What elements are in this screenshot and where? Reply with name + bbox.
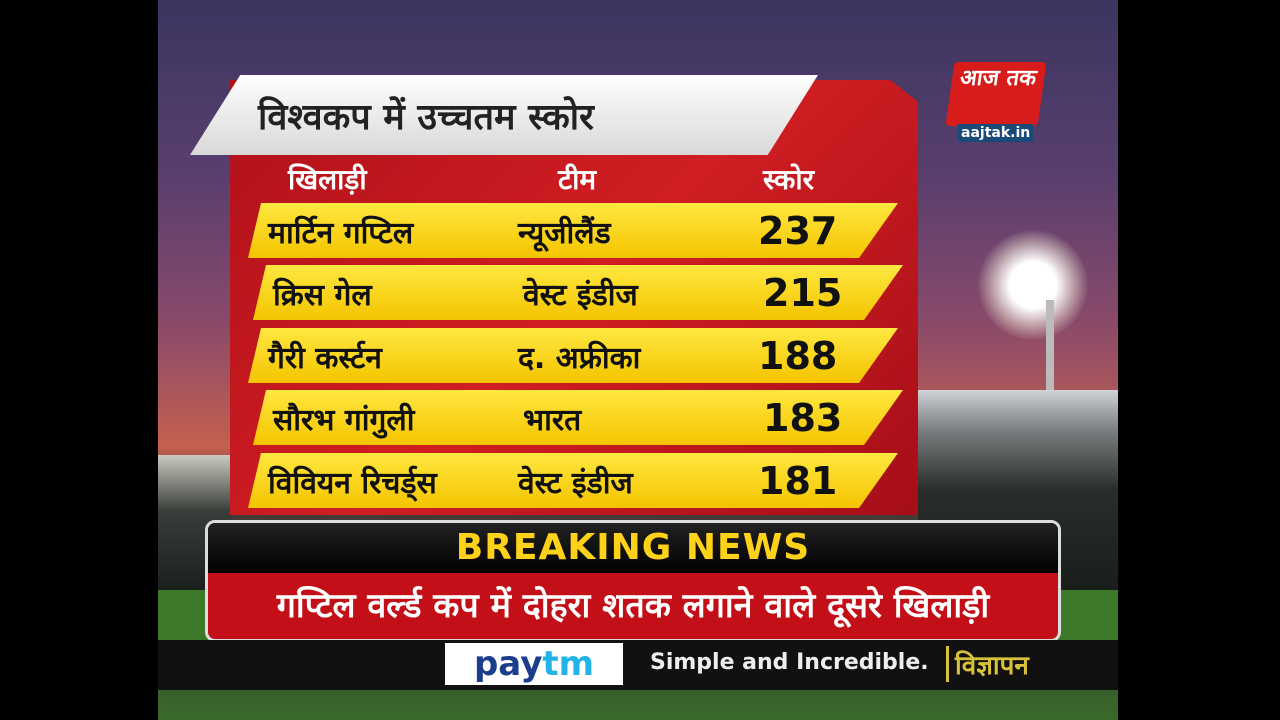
ad-tagline: Simple and Incredible. (650, 650, 929, 675)
score-value: 181 (758, 459, 838, 503)
player-name: गैरी कर्स्टन (268, 341, 382, 376)
paytm-logo: paytm (445, 643, 623, 685)
team-name: वेस्ट इंडीज (523, 278, 638, 313)
score-value: 237 (758, 209, 838, 253)
player-name: क्रिस गेल (273, 278, 372, 313)
header-team: टीम (558, 163, 597, 196)
player-name: सौरभ गांगुली (273, 403, 415, 438)
team-name: न्यूजीलैंड (518, 216, 611, 251)
ad-label: विज्ञापन (946, 646, 1029, 682)
paytm-logo-text: pay (473, 644, 543, 684)
header-score: स्कोर (763, 163, 815, 196)
table-row: सौरभ गांगुली भारत 183 (253, 390, 903, 445)
broadcast-frame: आज तक aajtak.in विश्वकप में उच्चतम स्कोर… (158, 0, 1118, 720)
score-value: 215 (763, 271, 843, 315)
player-name: विवियन रिचर्ड्स (268, 466, 437, 501)
score-value: 188 (758, 334, 838, 378)
breaking-news-box: BREAKING NEWS गप्टिल वर्ल्ड कप में दोहरा… (205, 520, 1061, 642)
floodlight (978, 230, 1088, 340)
breaking-news-headline: गप्टिल वर्ल्ड कप में दोहरा शतक लगाने वाल… (276, 586, 990, 626)
breaking-news-label: BREAKING NEWS (208, 523, 1058, 573)
score-value: 183 (763, 396, 843, 440)
ad-bar: paytm Simple and Incredible. विज्ञापन (158, 640, 1118, 690)
table-row: विवियन रिचर्ड्स वेस्ट इंडीज 181 (248, 453, 898, 508)
floodlight-pole (1046, 300, 1054, 430)
paytm-logo-accent: tm (542, 644, 595, 684)
team-name: द. अफ्रीका (518, 341, 641, 376)
channel-logo: आज तक (945, 62, 1047, 126)
table-row: गैरी कर्स्टन द. अफ्रीका 188 (248, 328, 898, 383)
team-name: भारत (523, 403, 582, 438)
team-name: वेस्ट इंडीज (518, 466, 633, 501)
player-name: मार्टिन गप्टिल (268, 216, 414, 251)
table-row: मार्टिन गप्टिल न्यूजीलैंड 237 (248, 203, 898, 258)
graphic-title: विश्वकप में उच्चतम स्कोर (190, 75, 818, 155)
header-player: खिलाड़ी (288, 163, 367, 196)
channel-url: aajtak.in (958, 124, 1034, 142)
table-row: क्रिस गेल वेस्ट इंडीज 215 (253, 265, 903, 320)
